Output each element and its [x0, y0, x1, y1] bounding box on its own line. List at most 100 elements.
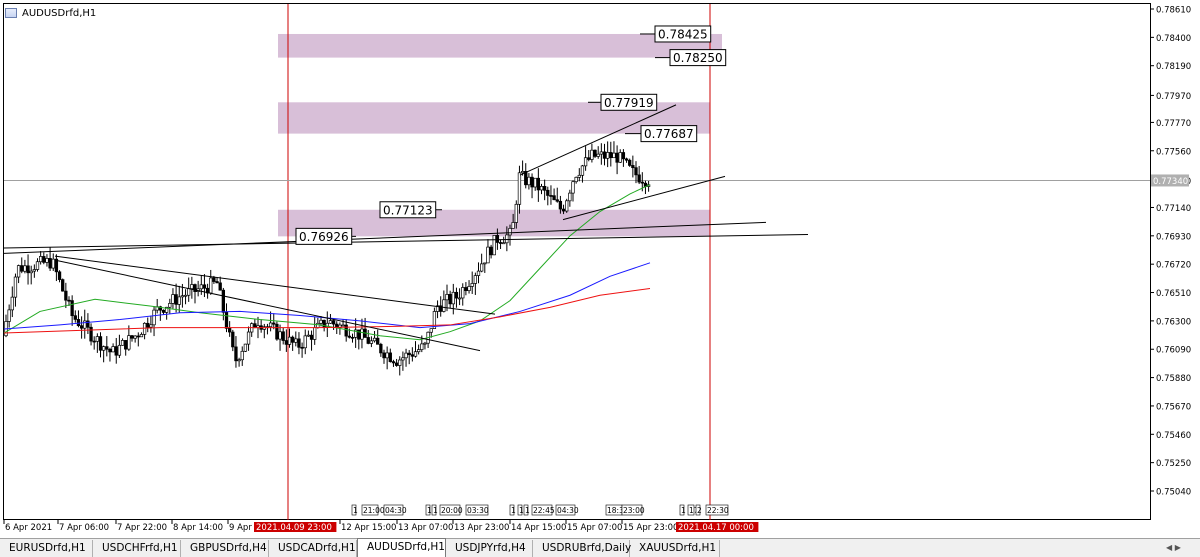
- candle-body: [281, 331, 285, 341]
- candle-body: [524, 171, 528, 186]
- tab-usdrub[interactable]: USDRUBrfd,Daily: [533, 540, 631, 557]
- tab-usdjpy[interactable]: USDJPYrfd,H4: [446, 540, 533, 557]
- candle-body: [10, 296, 14, 311]
- candle-body: [246, 331, 251, 345]
- tab-usdchf[interactable]: USDCHFrfd,H1: [93, 540, 181, 557]
- candle-body: [354, 329, 358, 338]
- chart-canvas[interactable]: 0.78610 0.78400 0.78190 0.77970 0.77770 0.775…: [0, 0, 1200, 535]
- candle-body: [136, 335, 140, 338]
- price-label: 0.75670: [1156, 402, 1191, 412]
- candle-body: [287, 336, 292, 345]
- candle-body: [590, 149, 594, 160]
- candle-body: [202, 284, 207, 289]
- candle-body: [130, 335, 134, 339]
- candle-body: [221, 289, 226, 313]
- tab-usdcad[interactable]: USDCADrfd,H1: [269, 540, 357, 557]
- candle-body: [407, 352, 411, 356]
- candle-body: [23, 265, 27, 272]
- candle-body: [467, 286, 471, 291]
- candle-body: [628, 159, 632, 166]
- candle-body: [95, 336, 100, 342]
- candle-body: [514, 203, 518, 223]
- candle-body: [297, 338, 301, 348]
- candle-body: [228, 328, 232, 333]
- candle-body: [193, 284, 197, 292]
- candle-body: [76, 319, 81, 327]
- candle-body: [32, 269, 36, 272]
- time-marker-box: [523, 504, 529, 516]
- candle-body: [476, 270, 481, 276]
- candle-body: [174, 294, 178, 305]
- candle-body: [117, 344, 122, 356]
- candle-body: [435, 305, 440, 312]
- candle-body: [423, 342, 427, 345]
- candle-body: [480, 263, 484, 272]
- tab-xauusd[interactable]: XAUUSDrfd,H1: [630, 540, 720, 557]
- plot-frame: [3, 3, 1151, 520]
- tab-gbpusd[interactable]: GBPUSDrfd,H4: [181, 540, 269, 557]
- level-label-box: [654, 25, 712, 43]
- chart-area[interactable]: 0.78610 0.78400 0.78190 0.77970 0.77770 0.775…: [0, 0, 1200, 535]
- candle-body: [319, 319, 323, 324]
- candle-body: [372, 337, 377, 342]
- vline-date-label: 2021.04.17 00:00: [678, 523, 754, 533]
- candle-body: [536, 177, 540, 191]
- price-label: 0.75880: [1156, 374, 1191, 384]
- candle-body: [139, 334, 144, 338]
- candle-body: [486, 246, 490, 264]
- candle-body: [209, 277, 213, 294]
- candle-body: [593, 149, 597, 157]
- trend-line: [562, 175, 726, 221]
- candle-body: [272, 322, 276, 325]
- tab-eurusd[interactable]: EURUSDrfd,H1: [0, 540, 93, 557]
- time-marker-box: [695, 504, 701, 516]
- candle-body: [549, 195, 553, 197]
- candle-body: [168, 303, 172, 308]
- candle-body: [344, 324, 348, 337]
- candle-body: [637, 174, 641, 183]
- candle-body: [583, 157, 588, 167]
- candle-body: [240, 350, 244, 361]
- time-label: 15 Apr 07:00: [567, 523, 622, 533]
- time-marker-box: [517, 504, 523, 516]
- time-label: 15 Apr 23:00: [623, 523, 678, 533]
- time-marker-box: [383, 504, 404, 516]
- candle-body: [394, 362, 399, 366]
- candle-body: [350, 336, 355, 339]
- time-marker-box: [679, 504, 685, 516]
- candle-body: [366, 337, 370, 344]
- price-label: 0.77770: [1156, 119, 1191, 129]
- candle-body: [218, 282, 222, 291]
- candle-body: [316, 322, 320, 328]
- time-marker-box: [431, 504, 437, 516]
- time-marker-label: 03:30: [467, 506, 489, 515]
- trend-line: [3, 233, 809, 249]
- level-label-box: [669, 49, 727, 67]
- time-marker-label: 1: [519, 506, 524, 515]
- candle-body: [530, 176, 534, 188]
- price-label: 0.75250: [1156, 459, 1191, 469]
- candle-body: [243, 343, 248, 352]
- candle-body: [473, 275, 477, 284]
- candle-body: [142, 322, 147, 335]
- tab-scroll-arrows[interactable]: ◀ ▶: [1166, 543, 1181, 552]
- candle-body: [133, 335, 137, 339]
- time-marker-box: [465, 504, 489, 516]
- ma-blue-line: [3, 262, 651, 330]
- time-marker-label: 23:00: [623, 506, 645, 515]
- candle-body: [291, 336, 295, 343]
- candle-body: [489, 246, 493, 256]
- tab-audusd[interactable]: AUDUSDrfd,H1: [357, 538, 446, 557]
- time-marker-label: 1: [525, 506, 530, 515]
- candle-body: [577, 174, 581, 178]
- candle-body: [190, 284, 194, 289]
- candle-body: [231, 331, 235, 348]
- candle-body: [284, 340, 288, 345]
- candle-body: [439, 305, 443, 312]
- time-marker-box: [531, 504, 553, 516]
- candle-body: [420, 343, 424, 351]
- candle-body: [502, 242, 506, 245]
- candle-body: [398, 359, 402, 366]
- time-marker-box: [687, 504, 695, 516]
- candle-body: [215, 281, 219, 284]
